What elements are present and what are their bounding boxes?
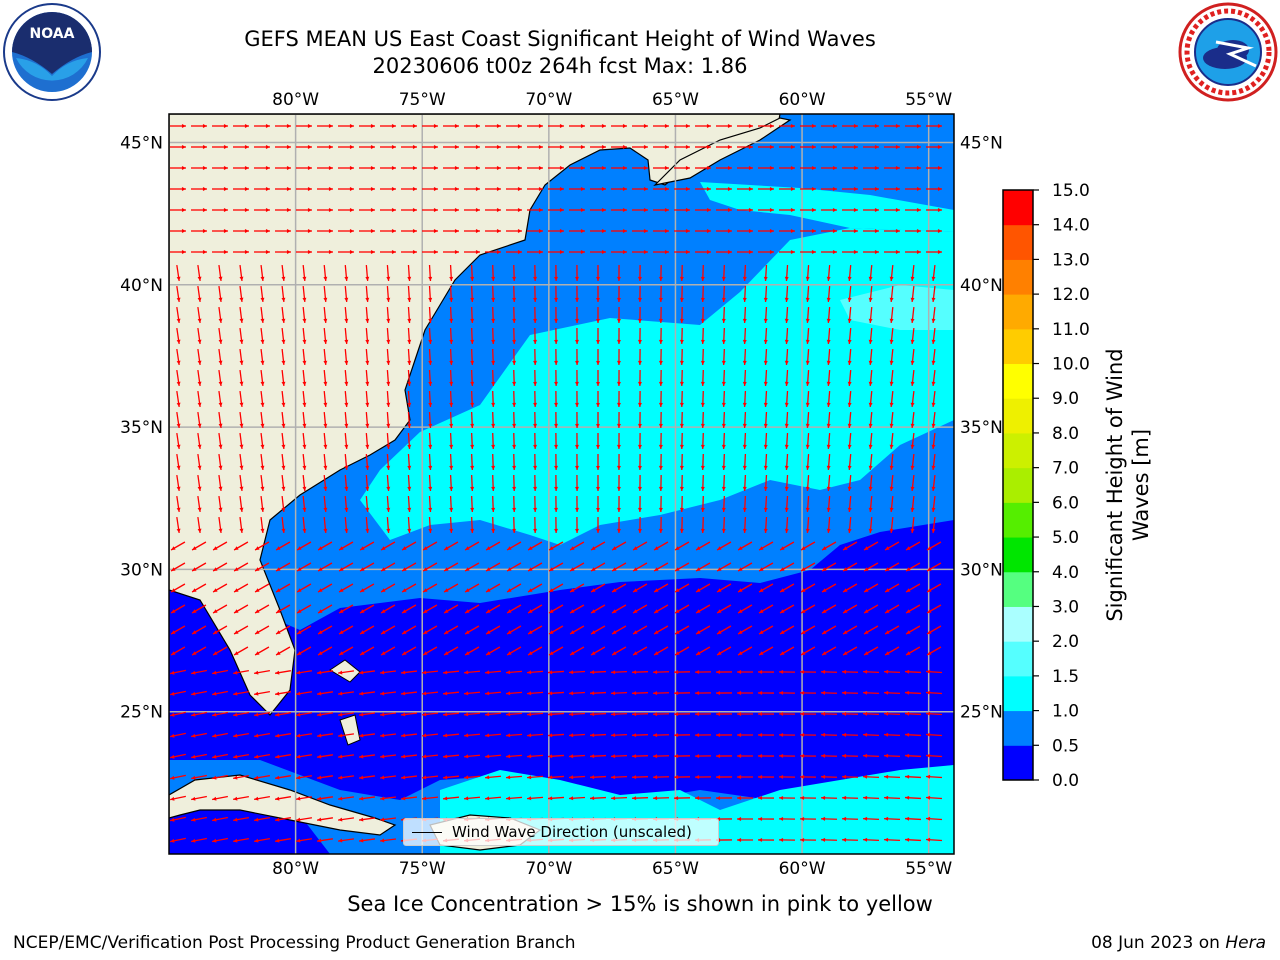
footer-date: 08 Jun 2023 on Hera	[1091, 933, 1266, 953]
footer-credit: NCEP/EMC/Verification Post Processing Pr…	[13, 933, 576, 953]
svg-text:NOAA: NOAA	[30, 26, 75, 42]
lat-labels-left: 45°N 40°N 35°N 30°N 25°N	[120, 133, 163, 722]
lon-label: 60°W	[779, 90, 826, 110]
map-legend: Wind Wave Direction (unscaled)	[403, 818, 719, 846]
lon-label: 75°W	[399, 90, 446, 110]
colorbar-label: Significant Height of Wind Waves [m]	[1103, 348, 1153, 622]
colorbar-segment	[1003, 432, 1033, 469]
colorbar-segment	[1003, 502, 1033, 538]
lat-label: 30°N	[120, 560, 163, 580]
lat-label: 45°N	[120, 133, 163, 153]
colorbar-tick-label: 5.0	[1052, 528, 1079, 548]
lat-label: 40°N	[960, 276, 1003, 296]
footer-host: Hera	[1225, 933, 1266, 953]
lon-label: 75°W	[399, 859, 446, 879]
lat-label: 35°N	[960, 418, 1003, 438]
lat-label: 35°N	[120, 418, 163, 438]
colorbar-segment	[1003, 641, 1033, 677]
colorbar-tick-label: 0.0	[1052, 771, 1079, 791]
lon-label: 65°W	[652, 859, 699, 879]
lat-label: 25°N	[960, 703, 1003, 723]
wave-field-1-1.5m-north	[700, 182, 954, 232]
lon-label: 65°W	[652, 90, 699, 110]
colorbar-tick-label: 12.0	[1052, 285, 1090, 305]
colorbar-tick-label: 10.0	[1052, 355, 1090, 375]
legend-label: Wind Wave Direction (unscaled)	[452, 823, 692, 841]
lat-label: 40°N	[120, 276, 163, 296]
lon-labels-top: 80°W 75°W 70°W 65°W 60°W 55°W	[272, 90, 952, 110]
nws-logo-icon	[1178, 2, 1278, 102]
lon-label: 70°W	[525, 90, 572, 110]
colorbar-tick-label: 4.0	[1052, 563, 1079, 583]
colorbar-segment	[1003, 467, 1033, 503]
colorbar-tick-label: 9.0	[1052, 389, 1079, 409]
colorbar-segment	[1003, 537, 1033, 573]
lon-label: 60°W	[779, 859, 826, 879]
lat-label: 30°N	[960, 560, 1003, 580]
colorbar-frame	[1002, 189, 1034, 781]
chart-title: GEFS MEAN US East Coast Significant Heig…	[244, 27, 876, 51]
lat-labels-right: 45°N 40°N 35°N 30°N 25°N	[960, 133, 1003, 722]
lon-label: 55°W	[905, 90, 952, 110]
colorbar-tick-label: 1.5	[1052, 667, 1079, 687]
colorbar-segment	[1003, 675, 1033, 712]
land-bahamas	[329, 659, 361, 746]
lon-label: 70°W	[525, 859, 572, 879]
lon-label: 55°W	[905, 859, 952, 879]
colorbar-segment	[1003, 710, 1033, 746]
lon-label: 80°W	[272, 859, 319, 879]
chart-subtitle: 20230606 t00z 264h fcst Max: 1.86	[372, 54, 748, 78]
colorbar-tick-label: 3.0	[1052, 597, 1079, 617]
colorbar-segment	[1003, 294, 1033, 330]
colorbar-tick-label: 8.0	[1052, 424, 1079, 444]
wave-field-1.5-2m	[840, 285, 954, 330]
colorbar-segment	[1003, 224, 1033, 260]
sea-ice-note: Sea Ice Concentration > 15% is shown in …	[347, 892, 933, 916]
lon-label: 80°W	[272, 90, 319, 110]
colorbar-tick-label: 2.0	[1052, 632, 1079, 652]
legend-line-sample	[412, 831, 442, 833]
land-north-america	[169, 114, 781, 716]
colorbar-tick-label: 0.5	[1052, 736, 1079, 756]
colorbar-segment	[1003, 745, 1033, 781]
colorbar-tick-label: 13.0	[1052, 250, 1090, 270]
map-frame	[168, 113, 955, 855]
colorbar-segment	[1003, 606, 1033, 642]
noaa-logo-icon: NOAA	[3, 3, 101, 101]
wave-field-1-1.5m	[360, 228, 954, 545]
colorbar: 0.0 0.5 1.0 1.5 2.0 3.0 4.0 5.0 6.0 7.0 8.0 9.0 10.0…	[1002, 181, 1090, 791]
lat-label: 45°N	[960, 133, 1003, 153]
colorbar-tick-label: 7.0	[1052, 459, 1079, 479]
colorbar-segment	[1003, 259, 1033, 295]
colorbar-segment	[1003, 363, 1033, 399]
colorbar-segment	[1003, 190, 1033, 226]
colorbar-segment	[1003, 398, 1033, 434]
lon-labels-bottom: 80°W 75°W 70°W 65°W 60°W 55°W	[272, 859, 952, 879]
lat-label: 25°N	[120, 703, 163, 723]
colorbar-tick-label: 6.0	[1052, 493, 1079, 513]
colorbar-tick-label: 15.0	[1052, 181, 1090, 201]
colorbar-segment	[1003, 571, 1033, 607]
colorbar-tick-label: 1.0	[1052, 702, 1079, 722]
wave-field-0-0.5m	[169, 520, 954, 800]
colorbar-tick-label: 11.0	[1052, 320, 1090, 340]
colorbar-tick-label: 14.0	[1052, 216, 1090, 236]
colorbar-segment	[1003, 328, 1033, 365]
